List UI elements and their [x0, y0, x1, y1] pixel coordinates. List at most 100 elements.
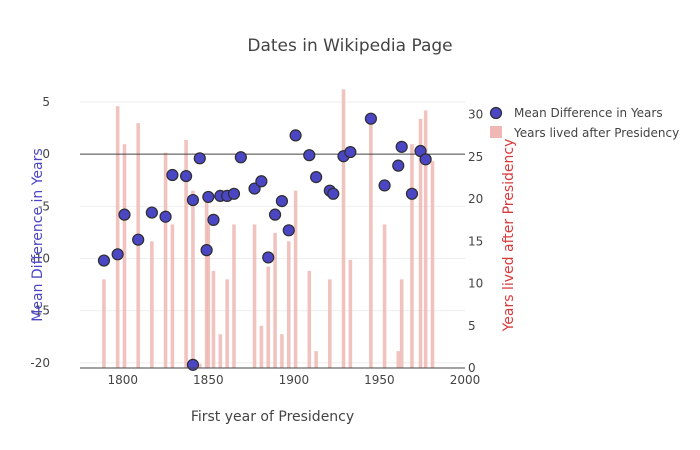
- x-tick-label: 1850: [193, 373, 224, 387]
- bar: [293, 190, 298, 368]
- data-point: [234, 151, 247, 164]
- data-point: [395, 140, 408, 153]
- data-point: [118, 208, 131, 221]
- x-axis-title: First year of Presidency: [191, 409, 354, 425]
- y-axis-title: Mean Difference in Years: [30, 148, 46, 321]
- data-point: [344, 145, 357, 159]
- bar: [328, 279, 332, 368]
- data-point: [268, 208, 282, 221]
- tick-labels: 1800 1850 1900 1950 2000 5 0 -5 -10 -15 -20 0 5 10 15 2…: [30, 95, 483, 387]
- bar: [266, 266, 271, 368]
- y-tick-label: -15: [30, 304, 50, 318]
- bar: [341, 89, 346, 368]
- data-point: [132, 233, 145, 246]
- x-tick-label: 1950: [364, 373, 395, 387]
- bar: [122, 144, 127, 368]
- bar: [430, 161, 435, 368]
- data-point: [227, 187, 241, 200]
- bar: [418, 118, 423, 368]
- bar: [382, 224, 387, 368]
- y-tick-label: 5: [42, 95, 50, 109]
- data-point: [248, 182, 261, 195]
- bar: [307, 270, 312, 368]
- legend[interactable]: Mean Difference in Years Years lived aft…: [489, 106, 679, 140]
- data-point: [207, 213, 220, 226]
- bar: [115, 106, 120, 368]
- bar: [163, 152, 168, 368]
- y-tick-label: -5: [38, 199, 50, 213]
- data-point: [310, 171, 323, 184]
- legend-label-years-lived: Years lived after Presidency: [513, 126, 679, 140]
- x-tick-label: 1800: [108, 373, 139, 387]
- bars-series: [102, 89, 435, 368]
- y2-tick-label: 25: [468, 150, 483, 164]
- y2-tick-label: 10: [468, 277, 483, 291]
- bar: [170, 224, 175, 368]
- data-point: [378, 179, 391, 192]
- bar: [399, 279, 404, 368]
- data-point: [392, 159, 405, 172]
- data-point: [193, 152, 206, 165]
- legend-item-mean-difference[interactable]: Mean Difference in Years: [489, 106, 663, 120]
- y2-tick-label: 0: [468, 361, 476, 375]
- data-point: [289, 129, 302, 142]
- bar: [225, 279, 229, 368]
- bar: [206, 224, 211, 368]
- bar: [197, 363, 202, 368]
- y2-tick-label: 30: [468, 108, 483, 122]
- data-point: [186, 358, 200, 371]
- data-point: [303, 149, 316, 162]
- data-point: [275, 194, 289, 208]
- data-point: [327, 187, 340, 200]
- data-point: [419, 153, 432, 166]
- points-series: [97, 112, 432, 371]
- data-point: [405, 187, 419, 200]
- legend-item-years-lived[interactable]: Years lived after Presidency: [490, 126, 679, 140]
- bar: [211, 270, 216, 368]
- bar: [423, 110, 428, 368]
- data-point: [200, 244, 213, 257]
- data-point: [166, 168, 179, 182]
- bar: [184, 140, 188, 368]
- y-tick-label: -20: [30, 356, 50, 370]
- bar: [286, 241, 291, 368]
- y-tick-label: -10: [30, 251, 50, 265]
- x-tick-label: 2000: [450, 373, 481, 387]
- bar: [102, 279, 106, 368]
- bar: [273, 232, 277, 368]
- chart-title: Dates in Wikipedia Page: [247, 36, 452, 56]
- data-point: [97, 254, 111, 267]
- bar: [369, 123, 373, 368]
- legend-marker-points: [489, 106, 503, 120]
- y2-tick-label: 5: [468, 319, 476, 333]
- bar: [259, 325, 264, 368]
- data-point: [282, 224, 295, 237]
- data-point: [364, 112, 377, 125]
- data-point: [145, 206, 158, 219]
- y2-tick-label: 20: [468, 192, 483, 206]
- data-point: [186, 193, 200, 207]
- y2-tick-label: 15: [468, 234, 483, 248]
- bar: [232, 224, 236, 368]
- bar: [280, 334, 284, 368]
- bar: [396, 351, 401, 368]
- y-tick-label: 0: [42, 147, 50, 161]
- x-tick-label: 1900: [279, 373, 310, 387]
- bar: [314, 351, 318, 368]
- bar: [410, 144, 414, 368]
- legend-label-mean-difference: Mean Difference in Years: [514, 106, 663, 120]
- legend-marker-bars: [490, 126, 502, 138]
- data-point: [262, 251, 275, 264]
- y2-axis-title: Years lived after Presidency: [501, 139, 517, 333]
- bar: [218, 334, 223, 368]
- bar: [150, 241, 154, 368]
- data-point: [159, 210, 172, 223]
- data-point: [111, 248, 124, 261]
- data-point: [255, 175, 268, 188]
- bar: [191, 190, 195, 368]
- bar: [252, 224, 257, 368]
- data-point: [179, 169, 193, 183]
- bar: [348, 259, 353, 368]
- data-point: [202, 190, 215, 204]
